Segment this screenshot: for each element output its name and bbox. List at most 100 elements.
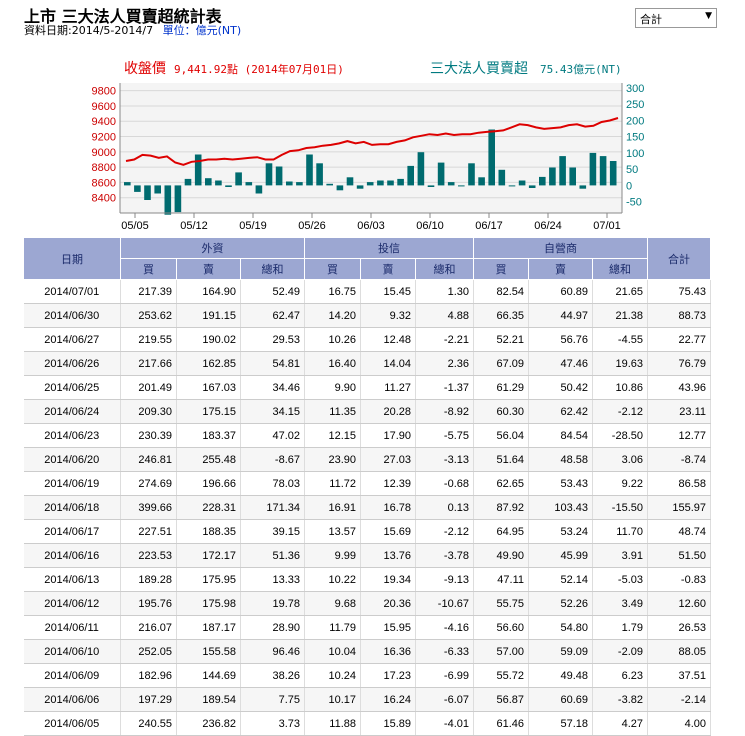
bar — [508, 185, 516, 187]
cell-dealer-sell: 103.43 — [528, 495, 593, 520]
cell-dealer-net: -4.55 — [592, 327, 648, 352]
y-left-tick-label: 9000 — [92, 147, 116, 159]
y-right-tick-label: 200 — [626, 115, 644, 127]
cell-trust-buy: 11.88 — [304, 711, 361, 736]
cell-trust-sell: 15.69 — [360, 519, 416, 544]
table-row: 2014/06/11 216.07 187.17 28.90 11.79 15.95 -4.… — [23, 615, 711, 640]
cell-foreign-net: 7.75 — [240, 687, 305, 712]
cell-foreign-sell: 175.98 — [176, 591, 241, 616]
cell-dealer-sell: 62.42 — [528, 399, 593, 424]
cell-date: 2014/06/25 — [23, 375, 121, 400]
cell-trust-sell: 20.36 — [360, 591, 416, 616]
cell-foreign-buy: 399.66 — [120, 495, 177, 520]
cell-dealer-sell: 44.97 — [528, 303, 593, 328]
cell-foreign-buy: 217.66 — [120, 351, 177, 376]
bar — [417, 152, 425, 186]
bar — [255, 185, 263, 194]
cell-dealer-sell: 52.26 — [528, 591, 593, 616]
bar — [468, 163, 475, 186]
cell-trust-net: -9.13 — [415, 567, 474, 592]
cell-dealer-net: 6.23 — [592, 663, 648, 688]
cell-foreign-net: 34.46 — [240, 375, 305, 400]
cell-trust-buy: 13.57 — [304, 519, 361, 544]
cell-dealer-sell: 60.69 — [528, 687, 593, 712]
summary-select[interactable]: 合計 ▼ — [635, 8, 717, 28]
cell-trust-net: -1.37 — [415, 375, 474, 400]
col-foreign-buy: 買 — [120, 258, 177, 280]
cell-foreign-sell: 255.48 — [176, 447, 241, 472]
y-right-tick-label: -50 — [626, 197, 642, 209]
x-tick-label: 07/01 — [593, 220, 621, 232]
bar — [124, 182, 131, 186]
bar — [144, 185, 151, 200]
cell-dealer-sell: 60.89 — [528, 279, 593, 304]
close-price-line — [125, 117, 619, 166]
cell-dealer-net: 21.65 — [592, 279, 648, 304]
cell-foreign-buy: 223.53 — [120, 543, 177, 568]
bar — [215, 180, 222, 186]
bar — [184, 178, 192, 186]
cell-trust-net: -0.68 — [415, 471, 474, 496]
cell-foreign-net: 39.15 — [240, 519, 305, 544]
cell-dealer-buy: 56.04 — [473, 423, 529, 448]
bar — [599, 156, 607, 186]
cell-total: -2.14 — [647, 687, 711, 712]
cell-dealer-net: 10.86 — [592, 375, 648, 400]
cell-dealer-net: 4.27 — [592, 711, 648, 736]
table-row: 2014/06/12 195.76 175.98 19.78 9.68 20.36 -10.… — [23, 591, 711, 616]
cell-trust-net: -6.07 — [415, 687, 474, 712]
plot-area — [120, 83, 622, 213]
bar — [559, 156, 566, 186]
bar — [407, 165, 414, 186]
cell-dealer-buy: 67.09 — [473, 351, 529, 376]
col-foreign-net: 總和 — [240, 258, 305, 280]
bar — [154, 185, 161, 194]
bar — [609, 161, 617, 186]
cell-foreign-buy: 219.55 — [120, 327, 177, 352]
cell-dealer-sell: 53.43 — [528, 471, 593, 496]
cell-total: 12.60 — [647, 591, 711, 616]
col-dealer-sell: 賣 — [528, 258, 593, 280]
cell-trust-buy: 11.79 — [304, 615, 361, 640]
cell-dealer-buy: 56.87 — [473, 687, 529, 712]
chart: 收盤價 9,441.92點 (2014年07月01日) 三大法人買賣超 75.4… — [92, 60, 645, 232]
cell-total: 48.74 — [647, 519, 711, 544]
table-row: 2014/06/30 253.62 191.15 62.47 14.20 9.32 4.88… — [23, 303, 711, 328]
cell-foreign-net: 38.26 — [240, 663, 305, 688]
cell-dealer-sell: 57.18 — [528, 711, 593, 736]
cell-dealer-buy: 61.46 — [473, 711, 529, 736]
cell-total: 26.53 — [647, 615, 711, 640]
cell-foreign-net: 29.53 — [240, 327, 305, 352]
bar — [326, 183, 333, 186]
header-row-1: 日期 外資 投信 自營商 合計 — [23, 237, 711, 280]
cell-foreign-sell: 167.03 — [176, 375, 241, 400]
col-trust: 投信 — [304, 237, 474, 259]
col-dealer-buy: 買 — [473, 258, 529, 280]
bar — [296, 182, 303, 186]
col-dealer-net: 總和 — [592, 258, 648, 280]
cell-date: 2014/06/10 — [23, 639, 121, 664]
cell-foreign-net: 19.78 — [240, 591, 305, 616]
cell-dealer-sell: 49.48 — [528, 663, 593, 688]
cell-trust-sell: 16.24 — [360, 687, 416, 712]
table-row: 2014/06/26 217.66 162.85 54.81 16.40 14.04 2.3… — [23, 351, 711, 376]
cell-trust-buy: 11.35 — [304, 399, 361, 424]
y-left-tick-label: 8800 — [92, 162, 116, 174]
col-trust-sell: 賣 — [360, 258, 416, 280]
cell-foreign-sell: 175.15 — [176, 399, 241, 424]
x-tick-label: 05/05 — [121, 220, 149, 232]
table-row: 2014/06/09 182.96 144.69 38.26 10.24 17.23 -6.… — [23, 663, 711, 688]
cell-trust-net: 1.30 — [415, 279, 474, 304]
col-trust-net: 總和 — [415, 258, 474, 280]
cell-total: 12.77 — [647, 423, 711, 448]
cell-foreign-net: 13.33 — [240, 567, 305, 592]
cell-dealer-sell: 48.58 — [528, 447, 593, 472]
date-range: 資料日期:2014/5-2014/7 — [24, 24, 154, 37]
bar — [174, 185, 182, 213]
cell-trust-net: -2.21 — [415, 327, 474, 352]
cell-foreign-net: 78.03 — [240, 471, 305, 496]
x-tick-label: 06/24 — [534, 220, 562, 232]
cell-dealer-buy: 60.30 — [473, 399, 529, 424]
cell-total: 4.00 — [647, 711, 711, 736]
cell-trust-sell: 16.78 — [360, 495, 416, 520]
